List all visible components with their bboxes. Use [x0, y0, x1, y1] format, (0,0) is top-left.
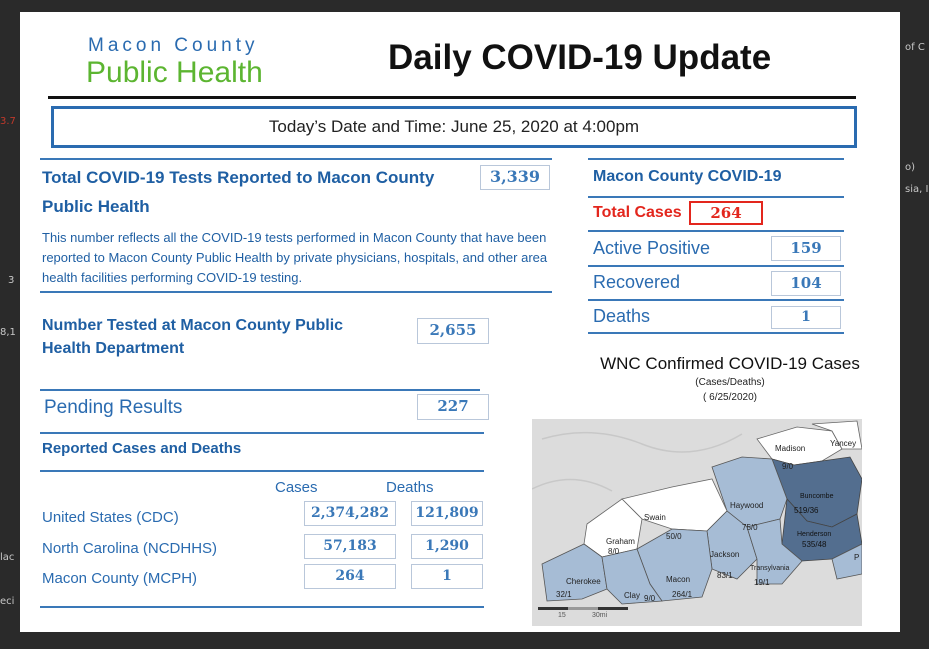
pending-value: 227	[417, 394, 489, 420]
bg-fragment: lac	[0, 552, 15, 563]
divider	[40, 389, 480, 391]
bg-fragment: 3.7	[0, 116, 16, 127]
date-banner: Today’s Date and Time: June 25, 2020 at …	[51, 106, 857, 148]
divider	[588, 332, 844, 334]
county-value: 75/0	[742, 523, 758, 532]
scale-label: 15	[558, 612, 566, 619]
wnc-map: Madison 9/0 Yancey Buncombe 519/36 Haywo…	[532, 419, 862, 626]
page-title: Daily COVID-19 Update	[388, 38, 772, 77]
total-cases-value: 264	[689, 201, 763, 225]
county-label: Graham	[606, 537, 635, 546]
bg-fragment: o)	[905, 162, 916, 173]
reported-heading: Reported Cases and Deaths	[42, 440, 242, 457]
recovered-value: 104	[771, 271, 841, 296]
macon-covid-heading: Macon County COVID-19	[593, 168, 782, 185]
header-divider	[48, 96, 856, 99]
county-value: 9/0	[782, 462, 794, 471]
county-value: 9/0	[644, 594, 656, 603]
bg-fragment: sia, I	[905, 184, 929, 195]
reported-row-cases: 264	[304, 564, 396, 589]
deaths-label: Deaths	[593, 306, 651, 326]
reported-row: United States (CDC) 2,374,282 121,809	[42, 501, 483, 533]
county-label: Haywood	[730, 501, 764, 510]
reported-row: Macon County (MCPH) 264 1	[42, 564, 483, 594]
county-label: Swain	[644, 513, 666, 522]
reported-row-deaths: 1	[411, 564, 483, 589]
reported-row-label: Macon County (MCPH)	[42, 570, 198, 587]
total-tests-label: Total COVID-19 Tests Reported to Macon C…	[42, 168, 435, 216]
covid-update-sheet: Macon County Public Health Daily COVID-1…	[20, 12, 900, 632]
tested-mcph-value: 2,655	[417, 318, 489, 344]
reported-row-label: North Carolina (NCDHHS)	[42, 540, 218, 557]
divider	[588, 196, 844, 198]
bg-fragment: eci	[0, 596, 15, 607]
county-value: 519/36	[794, 506, 819, 515]
divider	[588, 158, 844, 160]
reported-row-cases: 57,183	[304, 534, 396, 559]
tested-mcph-label: Number Tested at Macon County Public Hea…	[42, 317, 344, 357]
county-value: 8/0	[608, 547, 620, 556]
divider	[40, 470, 484, 472]
bg-fragment: of C	[905, 42, 925, 53]
active-positive-label: Active Positive	[593, 238, 711, 258]
county-label: Macon	[666, 575, 691, 584]
total-tests-description: This number reflects all the COVID-19 te…	[42, 230, 548, 285]
reported-row-deaths: 1,290	[411, 534, 483, 559]
active-positive-value: 159	[771, 236, 841, 261]
county-value: 32/1	[556, 590, 572, 599]
total-cases-label: Total Cases	[593, 204, 682, 221]
wnc-date: ( 6/25/2020)	[703, 392, 757, 403]
county-label: Buncombe	[800, 493, 834, 500]
wnc-subtitle: (Cases/Deaths)	[695, 377, 765, 388]
county-label: P	[854, 553, 860, 562]
county-value: 264/1	[672, 590, 693, 599]
county-label: Yancey	[830, 439, 857, 448]
divider	[40, 158, 552, 160]
county-label: Jackson	[710, 550, 740, 559]
county-label: Henderson	[797, 531, 832, 538]
county-transylvania	[746, 518, 803, 585]
county-value: 19/1	[754, 578, 770, 587]
county-label: Cherokee	[566, 577, 601, 586]
reported-row-cases: 2,374,282	[304, 501, 396, 526]
date-time-text: Today’s Date and Time: June 25, 2020 at …	[268, 117, 640, 136]
divider	[588, 230, 844, 232]
county-label: Madison	[775, 444, 806, 453]
divider	[40, 432, 484, 434]
divider	[588, 265, 844, 267]
wnc-title: WNC Confirmed COVID-19 Cases	[600, 354, 860, 373]
county-label: Clay	[624, 591, 641, 600]
reported-row: North Carolina (NCDHHS) 57,183 1,290	[42, 534, 483, 564]
reported-row-deaths: 121,809	[411, 501, 483, 526]
county-label: Transylvania	[750, 565, 790, 572]
county-value: 83/1	[717, 571, 733, 580]
deaths-value: 1	[771, 306, 841, 329]
cases-column-header: Cases	[275, 479, 318, 496]
total-tests-value: 3,339	[480, 165, 550, 190]
county-clay	[601, 548, 663, 605]
pending-label: Pending Results	[44, 397, 183, 418]
county-value: 50/0	[666, 532, 682, 541]
bg-fragment: 3	[8, 275, 15, 286]
bg-fragment: 8,1	[0, 327, 16, 338]
divider	[40, 606, 484, 608]
recovered-label: Recovered	[593, 272, 681, 292]
org-name-line2: Public Health	[86, 56, 263, 89]
divider	[40, 291, 552, 293]
scale-label: 30mi	[592, 612, 608, 619]
org-name-line1: Macon County	[88, 35, 259, 56]
county-yancey	[811, 420, 862, 450]
deaths-column-header: Deaths	[386, 479, 434, 496]
county-value: 535/48	[802, 540, 827, 549]
reported-row-label: United States (CDC)	[42, 509, 179, 526]
divider	[588, 299, 844, 301]
county-polk	[831, 543, 862, 580]
